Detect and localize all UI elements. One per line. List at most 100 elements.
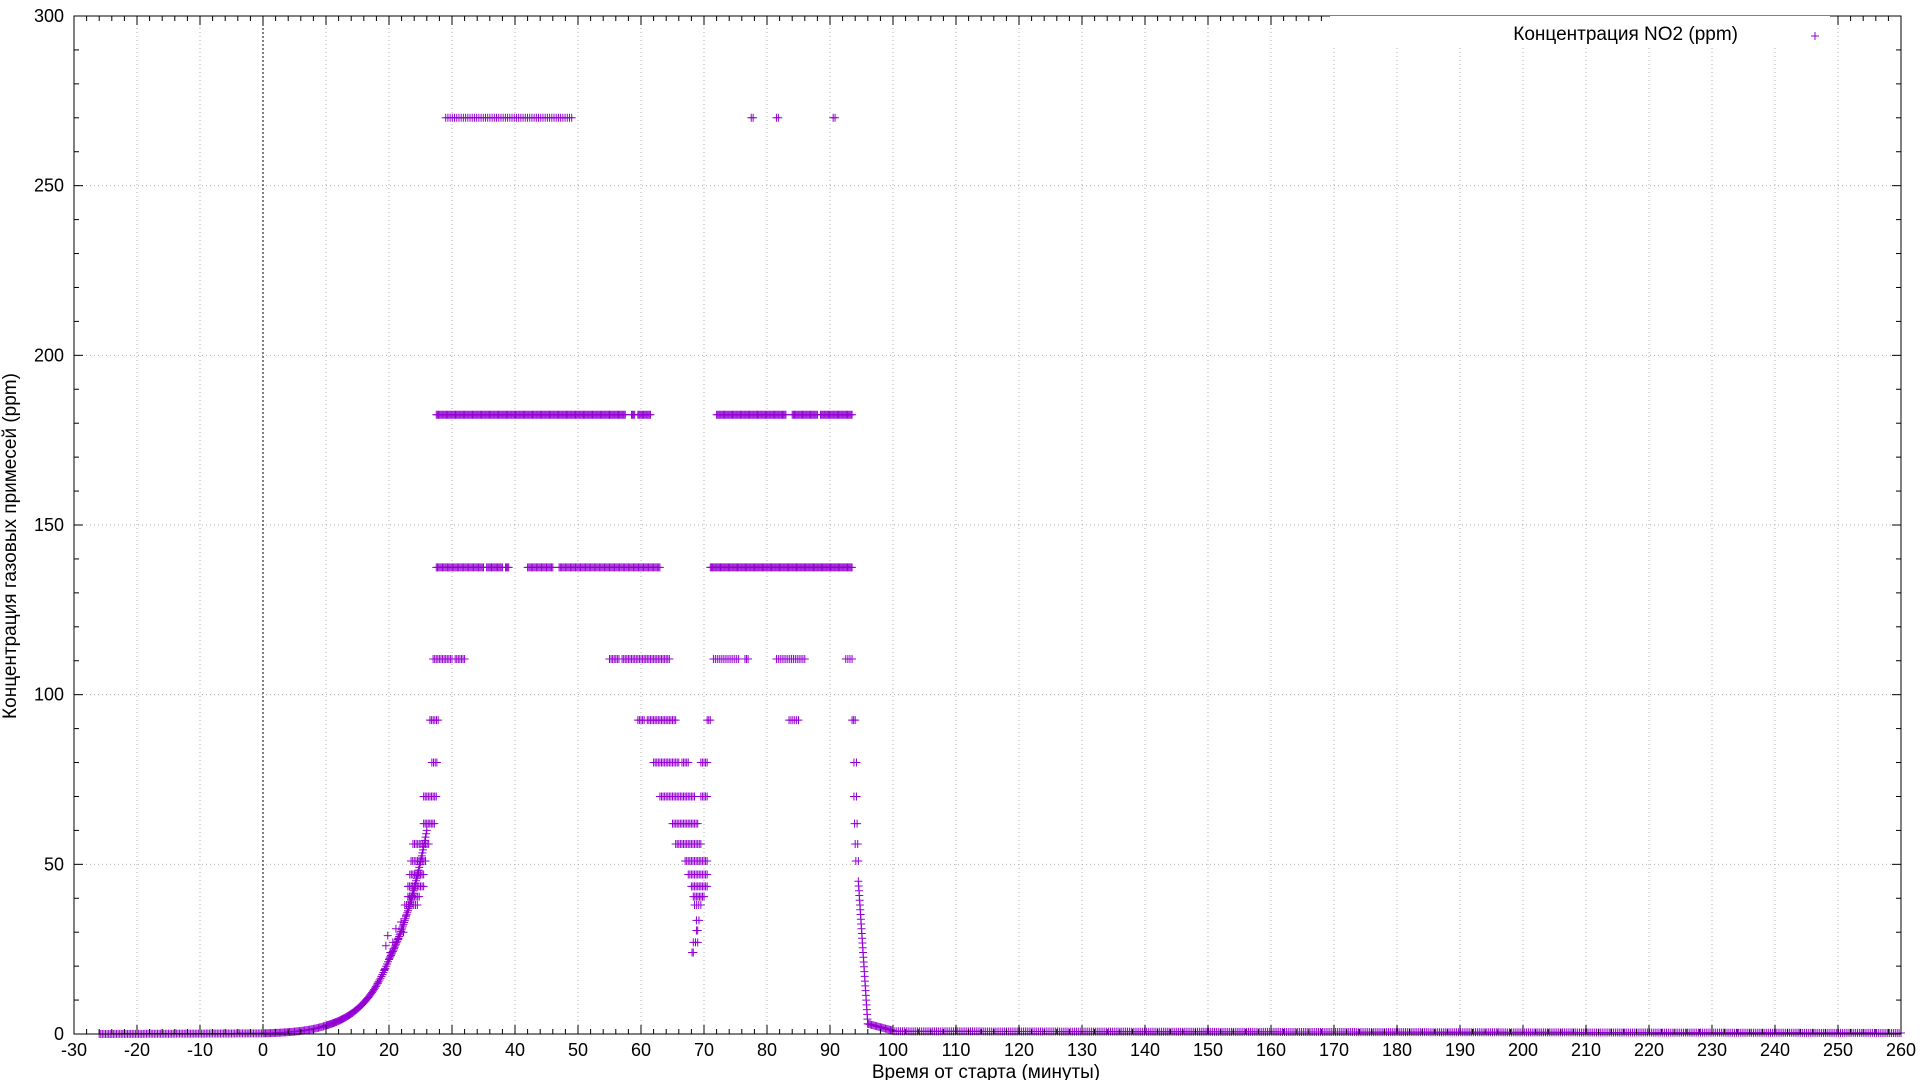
data-point: [848, 410, 857, 419]
x-tick-label: 10: [316, 1040, 336, 1060]
data-point: [381, 941, 390, 950]
data-point: [744, 655, 753, 664]
data-point: [696, 839, 705, 848]
data-point: [393, 935, 402, 944]
x-tick-label: 170: [1319, 1040, 1349, 1060]
data-point: [430, 819, 439, 828]
data-point: [371, 982, 380, 991]
legend-plus-marker: [1811, 32, 1819, 40]
data-point: [388, 938, 397, 947]
x-tick-label: 100: [878, 1040, 908, 1060]
legend: Концентрация NO2 (ppm): [1330, 16, 1830, 46]
x-tick-label: 190: [1445, 1040, 1475, 1060]
data-point: [655, 563, 664, 572]
data-point: [415, 892, 424, 901]
data-point: [399, 928, 408, 937]
data-point: [794, 716, 803, 725]
data-point: [646, 410, 655, 419]
data-point: [848, 655, 857, 664]
tick-labels: -30 -20 -10 0 10 20 30 40 50 60 70 80 90 100 110 120 130…: [34, 6, 1916, 1060]
x-tick-label: 220: [1634, 1040, 1664, 1060]
data-point: [386, 948, 395, 957]
data-point: [398, 922, 407, 931]
data-point: [421, 856, 430, 865]
data-point: [434, 716, 443, 725]
data-point: [852, 758, 861, 767]
data-point: [398, 923, 407, 932]
data-point: [391, 924, 400, 933]
x-tick-label: 200: [1508, 1040, 1538, 1060]
x-tick-label: 140: [1130, 1040, 1160, 1060]
data-point: [851, 716, 860, 725]
data-point: [703, 856, 712, 865]
data-point: [419, 870, 428, 879]
data-point: [853, 819, 862, 828]
x-tick-label: -10: [187, 1040, 213, 1060]
x-tick-label: 50: [568, 1040, 588, 1060]
x-tick-label: -20: [124, 1040, 150, 1060]
ticks: [73, 15, 1902, 1035]
data-point: [567, 113, 576, 122]
data-point: [373, 979, 382, 988]
y-tick-label: 50: [44, 854, 64, 874]
x-tick-label: 250: [1823, 1040, 1853, 1060]
data-point: [380, 965, 389, 974]
data-point: [402, 911, 411, 920]
data-point: [749, 113, 758, 122]
data-point: [419, 882, 428, 891]
x-tick-label: 150: [1193, 1040, 1223, 1060]
data-point: [376, 974, 385, 983]
data-point: [377, 972, 386, 981]
x-tick-label: 120: [1004, 1040, 1034, 1060]
x-tick-label: 160: [1256, 1040, 1286, 1060]
data-point: [854, 856, 863, 865]
legend-marker: [1811, 32, 1819, 40]
data-point: [400, 916, 409, 925]
data-point: [694, 916, 703, 925]
x-tick-label: 90: [820, 1040, 840, 1060]
data-point: [422, 829, 431, 838]
data-point: [800, 655, 809, 664]
data-point: [703, 870, 712, 879]
data-point: [696, 901, 705, 910]
data-point: [700, 892, 708, 901]
data-point: [460, 655, 469, 664]
y-tick-label: 250: [34, 176, 64, 196]
x-tick-label: 60: [631, 1040, 651, 1060]
x-tick-label: -30: [61, 1040, 87, 1060]
legend-background: [1330, 16, 1830, 46]
data-point: [684, 758, 693, 767]
data-point: [432, 792, 441, 801]
y-tick-label: 0: [54, 1024, 64, 1044]
x-tick-label: 30: [442, 1040, 462, 1060]
data-point: [693, 938, 702, 947]
y-tick-label: 150: [34, 515, 64, 535]
data-point: [381, 964, 390, 973]
data-point: [396, 918, 405, 927]
x-tick-label: 130: [1067, 1040, 1097, 1060]
data-point: [413, 901, 422, 910]
x-tick-label: 0: [258, 1040, 268, 1060]
data-point: [372, 981, 381, 990]
y-tick-label: 300: [34, 6, 64, 26]
data-point: [671, 716, 680, 725]
data-point: [383, 931, 392, 940]
data-point: [422, 826, 431, 835]
data-point: [703, 792, 712, 801]
x-tick-label: 70: [694, 1040, 714, 1060]
x-tick-label: 20: [379, 1040, 399, 1060]
data-point: [665, 655, 674, 664]
data-point: [693, 819, 702, 828]
x-tick-label: 240: [1760, 1040, 1790, 1060]
x-tick-label: 230: [1697, 1040, 1727, 1060]
data-point: [424, 839, 433, 848]
data-point: [852, 792, 861, 801]
x-tick-label: 180: [1382, 1040, 1412, 1060]
data-point: [693, 926, 702, 935]
data-point: [689, 948, 698, 957]
data-point: [421, 833, 430, 842]
x-axis-title: Время от старта (минуты): [872, 1062, 1100, 1080]
x-tick-label: 40: [505, 1040, 525, 1060]
